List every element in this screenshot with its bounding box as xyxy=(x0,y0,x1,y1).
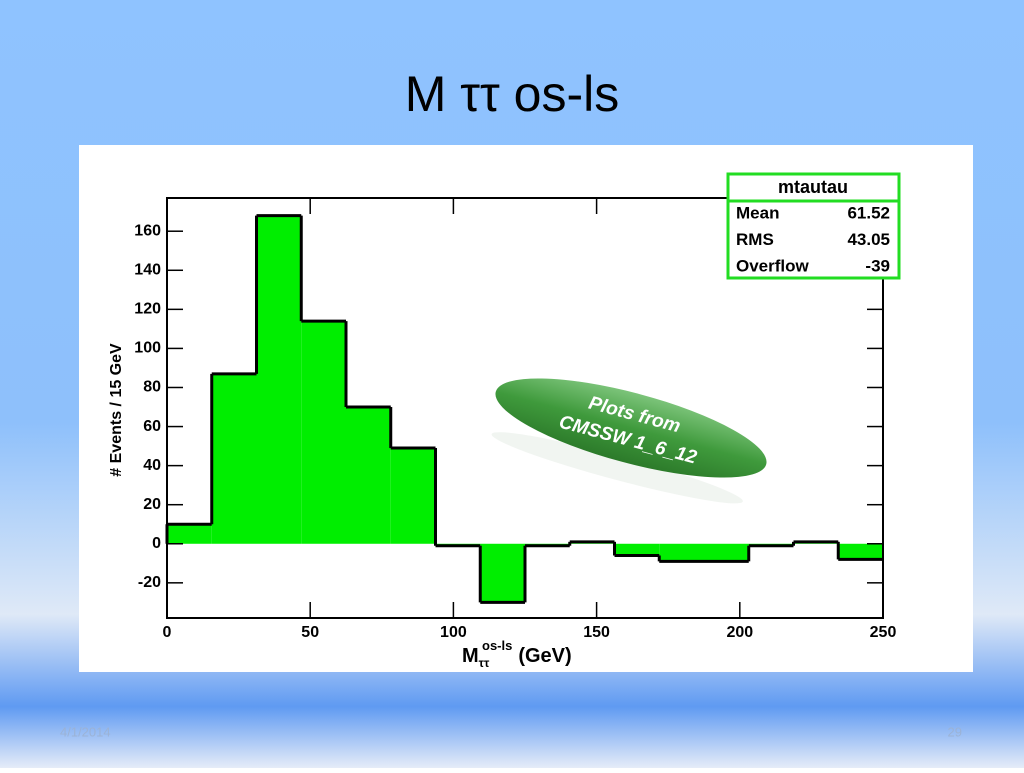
stats-name: Overflow xyxy=(736,256,810,275)
stats-frame xyxy=(726,172,901,280)
badge: Plots from CMSSW 1_6_12 xyxy=(491,378,767,504)
y-tick-label: -20 xyxy=(138,574,161,591)
stats-box: mtautau Mean 61.52 RMS 43.05 Overflow -39 xyxy=(726,172,901,280)
y-tick-label: 160 xyxy=(134,222,161,239)
y-tick-label: 140 xyxy=(134,261,161,278)
badge-shadow xyxy=(491,432,743,504)
y-tick-label: 80 xyxy=(143,379,161,396)
bar xyxy=(659,543,704,562)
stats-title: mtautau xyxy=(778,177,848,197)
y-tick-label: 120 xyxy=(134,301,161,318)
bar xyxy=(167,524,212,544)
bar xyxy=(704,543,749,562)
x-tick-label: 50 xyxy=(301,624,319,641)
y-tick-label: 20 xyxy=(143,496,161,513)
bar xyxy=(256,215,302,544)
page-number: 29 xyxy=(948,724,962,739)
badge-shape xyxy=(495,378,767,478)
plot-frame xyxy=(166,197,884,619)
bar xyxy=(480,543,525,603)
x-tick-label: 150 xyxy=(583,624,610,641)
x-label-unit: (GeV) xyxy=(518,645,571,667)
date: 4/1/2014 xyxy=(60,724,111,739)
stats-name: Mean xyxy=(736,203,779,222)
bar xyxy=(390,448,436,544)
y-tick-label: 60 xyxy=(143,418,161,435)
x-tick-label: 100 xyxy=(440,624,467,641)
slide-title: M ττ os-ls xyxy=(405,66,620,122)
stats-value: -39 xyxy=(865,256,890,275)
y-tick-label: 40 xyxy=(143,457,161,474)
y-tick-label: 100 xyxy=(134,340,161,357)
x-label-sup: os-ls xyxy=(482,638,512,653)
plot: -20 0 20 40 60 80 100 120 140 160 0 50 100 150 200 250 xyxy=(134,197,897,641)
x-label-sub: ττ xyxy=(479,656,490,670)
y-axis-label: # Events / 15 GeV xyxy=(108,343,125,477)
stats-value: 43.05 xyxy=(847,230,890,249)
bar xyxy=(614,543,660,556)
x-tick-label: 250 xyxy=(870,624,897,641)
stats-value: 61.52 xyxy=(847,203,890,222)
x-tick-label: 200 xyxy=(726,624,753,641)
bar xyxy=(211,373,257,544)
stats-rows: Mean 61.52 RMS 43.05 Overflow -39 xyxy=(736,203,890,275)
stats-name: RMS xyxy=(736,230,774,249)
bar xyxy=(838,543,883,560)
x-tick-label: 0 xyxy=(163,624,172,641)
bar xyxy=(346,407,391,544)
x-axis-label: Mττ os-ls (GeV) xyxy=(462,638,572,670)
y-tick-label: 0 xyxy=(152,535,161,552)
x-label-main: M xyxy=(462,645,479,667)
bar xyxy=(301,321,346,544)
